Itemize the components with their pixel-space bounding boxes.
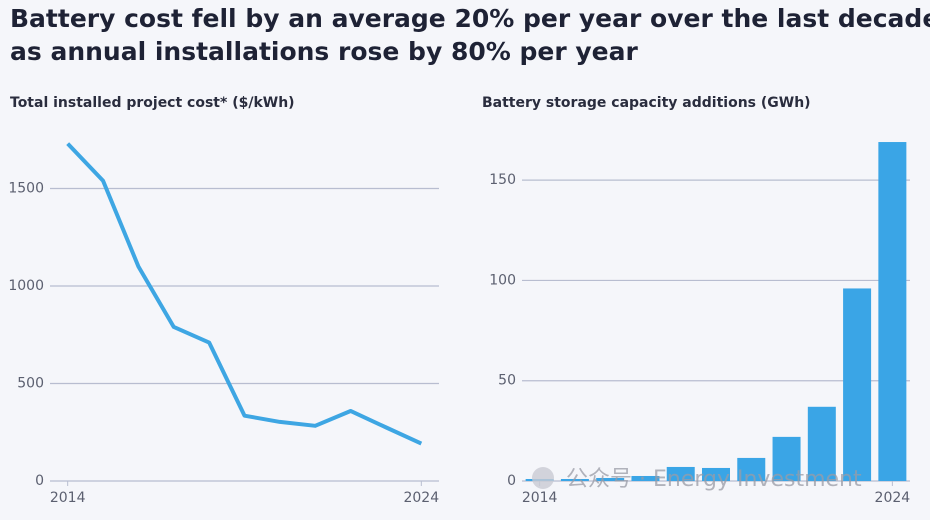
y-tick-label: 500 bbox=[17, 376, 44, 392]
x-tick-label: 2024 bbox=[403, 490, 439, 506]
x-tick-label: 2014 bbox=[50, 490, 86, 506]
y-tick-label: 50 bbox=[498, 373, 516, 389]
bar bbox=[807, 406, 836, 481]
subtitle: Battery storage capacity additions (GWh) bbox=[482, 95, 811, 111]
y-tick-label: 100 bbox=[489, 272, 516, 288]
bar bbox=[631, 475, 660, 481]
title-line: Battery cost fell by an average 20% per … bbox=[10, 4, 930, 33]
bar bbox=[596, 477, 625, 481]
bar bbox=[878, 142, 907, 481]
x-tick-label: 2024 bbox=[875, 490, 911, 506]
y-tick-label: 150 bbox=[489, 172, 516, 188]
x-tick-label: 2014 bbox=[522, 490, 558, 506]
y-tick-label: 0 bbox=[35, 473, 44, 489]
title-line: as annual installations rose by 80% per … bbox=[10, 37, 639, 66]
bar bbox=[702, 467, 730, 481]
y-tick-label: 1500 bbox=[8, 181, 44, 197]
watermark-icon bbox=[532, 467, 554, 489]
bar bbox=[737, 457, 766, 481]
watermark: 公众号 · Energy Investment bbox=[566, 467, 862, 492]
y-tick-label: 0 bbox=[507, 473, 516, 489]
subtitle: Total installed project cost* ($/kWh) bbox=[10, 95, 295, 111]
y-tick-label: 1000 bbox=[8, 278, 44, 294]
line bbox=[66, 142, 423, 446]
bar bbox=[560, 478, 589, 481]
bar bbox=[843, 288, 872, 481]
bar bbox=[772, 436, 801, 481]
chart-title: Battery cost fell by an average 20% per … bbox=[10, 4, 930, 66]
bar bbox=[666, 466, 695, 481]
